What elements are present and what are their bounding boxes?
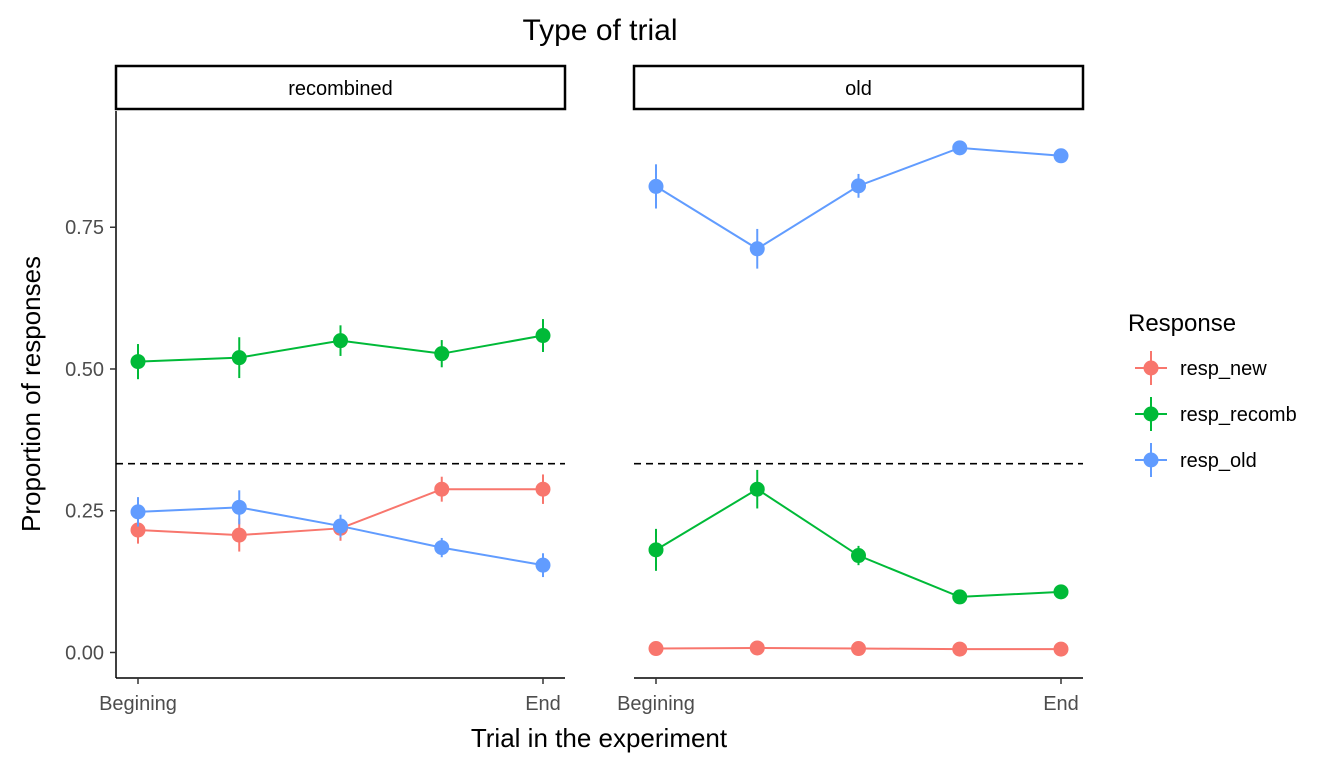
x-axis-title: Trial in the experiment xyxy=(471,723,728,753)
data-point xyxy=(749,481,765,497)
y-tick-label: 0.75 xyxy=(65,217,104,239)
x-tick-label: End xyxy=(525,693,561,715)
y-tick-label: 0.25 xyxy=(65,501,104,523)
series-resp_recomb xyxy=(130,319,551,380)
legend-label: resp_old xyxy=(1180,450,1257,472)
data-point xyxy=(952,641,968,657)
data-point xyxy=(648,542,664,558)
panel-recombined: recombined 0.00 0.25 0.50 0.75 Begining End xyxy=(65,64,567,715)
data-point xyxy=(535,557,551,573)
data-point xyxy=(130,504,146,520)
legend-key-point xyxy=(1143,360,1159,376)
legend-label: resp_recomb xyxy=(1180,404,1297,426)
data-point xyxy=(535,481,551,497)
data-point xyxy=(851,641,866,657)
y-axis-title: Proportion of responses xyxy=(16,256,46,532)
data-point xyxy=(851,178,866,194)
legend-item-resp_old: resp_old xyxy=(1135,443,1257,477)
x-tick-label: Begining xyxy=(99,693,177,715)
chart-title: Type of trial xyxy=(522,14,677,47)
series-resp_new xyxy=(648,640,1069,657)
strip-label: old xyxy=(845,78,872,100)
legend-title: Response xyxy=(1128,310,1236,337)
x-tick-label: Begining xyxy=(617,693,695,715)
data-point xyxy=(434,540,450,556)
data-point xyxy=(952,589,968,605)
data-point xyxy=(749,241,765,257)
strip-box xyxy=(114,64,567,111)
legend-key-point xyxy=(1143,406,1159,422)
series-resp_new xyxy=(130,474,551,552)
data-point xyxy=(333,333,348,349)
series-resp_old xyxy=(648,140,1069,269)
legend-label: resp_new xyxy=(1180,358,1267,380)
data-point xyxy=(231,499,247,515)
data-point xyxy=(648,178,664,194)
series-line xyxy=(655,146,1062,250)
data-point xyxy=(231,527,247,543)
data-point xyxy=(333,518,348,534)
strip-box xyxy=(632,64,1085,111)
legend-item-resp_recomb: resp_recomb xyxy=(1135,397,1297,431)
series-resp_recomb xyxy=(648,469,1069,605)
y-tick-label: 0.00 xyxy=(65,642,104,664)
data-point xyxy=(851,548,866,564)
data-point xyxy=(535,328,551,344)
data-point xyxy=(952,140,968,156)
strip-label: recombined xyxy=(288,78,393,100)
data-point xyxy=(434,481,450,497)
data-point xyxy=(130,522,146,538)
data-point xyxy=(749,640,765,656)
data-point xyxy=(1053,148,1069,164)
data-point xyxy=(1053,641,1069,657)
series-resp_old xyxy=(130,490,551,578)
data-point xyxy=(231,350,247,366)
legend: Response resp_new resp_recomb resp_old xyxy=(1128,310,1297,477)
data-point xyxy=(648,641,664,657)
x-tick-label: End xyxy=(1043,693,1079,715)
y-tick-label: 0.50 xyxy=(65,359,104,381)
panel-old: old Begining End xyxy=(617,64,1085,715)
legend-item-resp_new: resp_new xyxy=(1135,351,1267,385)
series-line xyxy=(655,488,1062,598)
data-point xyxy=(434,346,450,362)
legend-key-point xyxy=(1143,452,1159,468)
data-point xyxy=(130,354,146,370)
data-point xyxy=(1053,584,1069,600)
